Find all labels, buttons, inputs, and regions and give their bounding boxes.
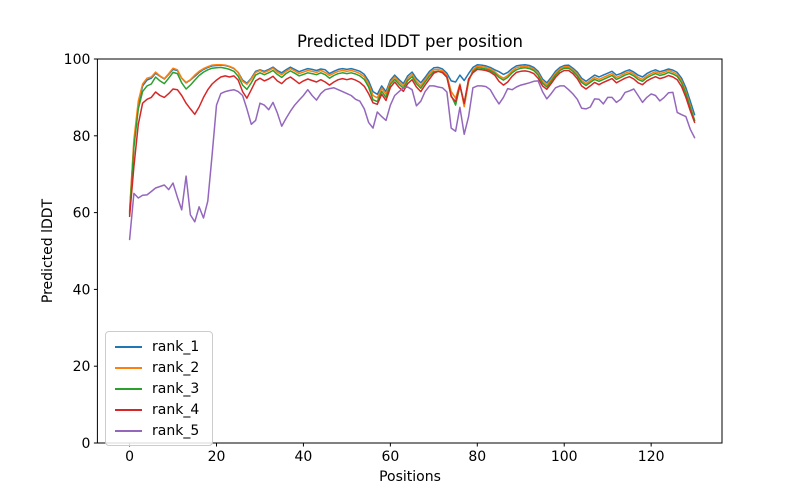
legend-swatch-rank_3 [115,387,142,390]
y-tick-label: 60 [73,206,91,222]
series-line-rank_1 [128,64,696,214]
legend-swatch-rank_5 [115,429,142,432]
x-tick-label: 60 [381,449,399,465]
legend-item-rank_5: rank_5 [115,420,199,441]
y-tick-label: 20 [73,359,91,375]
legend-item-rank_1: rank_1 [115,336,199,357]
plot-border [96,58,723,444]
legend-item-rank_4: rank_4 [115,399,199,420]
legend-item-rank_2: rank_2 [115,357,199,378]
plot-lines [128,64,696,241]
x-tick-label: 20 [208,449,226,465]
y-tick-label: 100 [64,52,91,68]
x-tick-label: 100 [551,449,578,465]
y-tick-label: 0 [81,436,90,452]
chart-title: Predicted lDDT per position [297,32,523,51]
series-line-rank_5 [128,80,696,241]
legend-label: rank_1 [152,338,200,355]
legend-swatch-rank_2 [115,366,142,369]
legend-swatch-rank_4 [115,408,142,411]
series-line-rank_3 [128,66,696,216]
y-tick-label: 40 [73,282,91,298]
legend-label: rank_3 [152,380,200,397]
series-line-rank_4 [128,68,696,218]
y-axis-label: Predicted lDDT [40,198,56,303]
x-tick-label: 0 [125,449,134,465]
x-tick-label: 80 [468,449,486,465]
legend-label: rank_5 [152,422,200,439]
legend-label: rank_4 [152,401,200,418]
series-line-rank_2 [128,64,696,212]
x-tick-label: 120 [638,449,665,465]
x-tick-label: 40 [295,449,313,465]
y-tick-label: 80 [73,129,91,145]
x-axis-label: Positions [379,469,441,485]
legend: rank_1 rank_2 rank_3 rank_4 rank_5 [105,331,214,446]
axes-frame: 0 20 40 60 80 100 120 0 20 40 60 80 100 [64,52,723,465]
legend-swatch-rank_1 [115,345,142,348]
legend-item-rank_3: rank_3 [115,378,199,399]
legend-label: rank_2 [152,359,200,376]
